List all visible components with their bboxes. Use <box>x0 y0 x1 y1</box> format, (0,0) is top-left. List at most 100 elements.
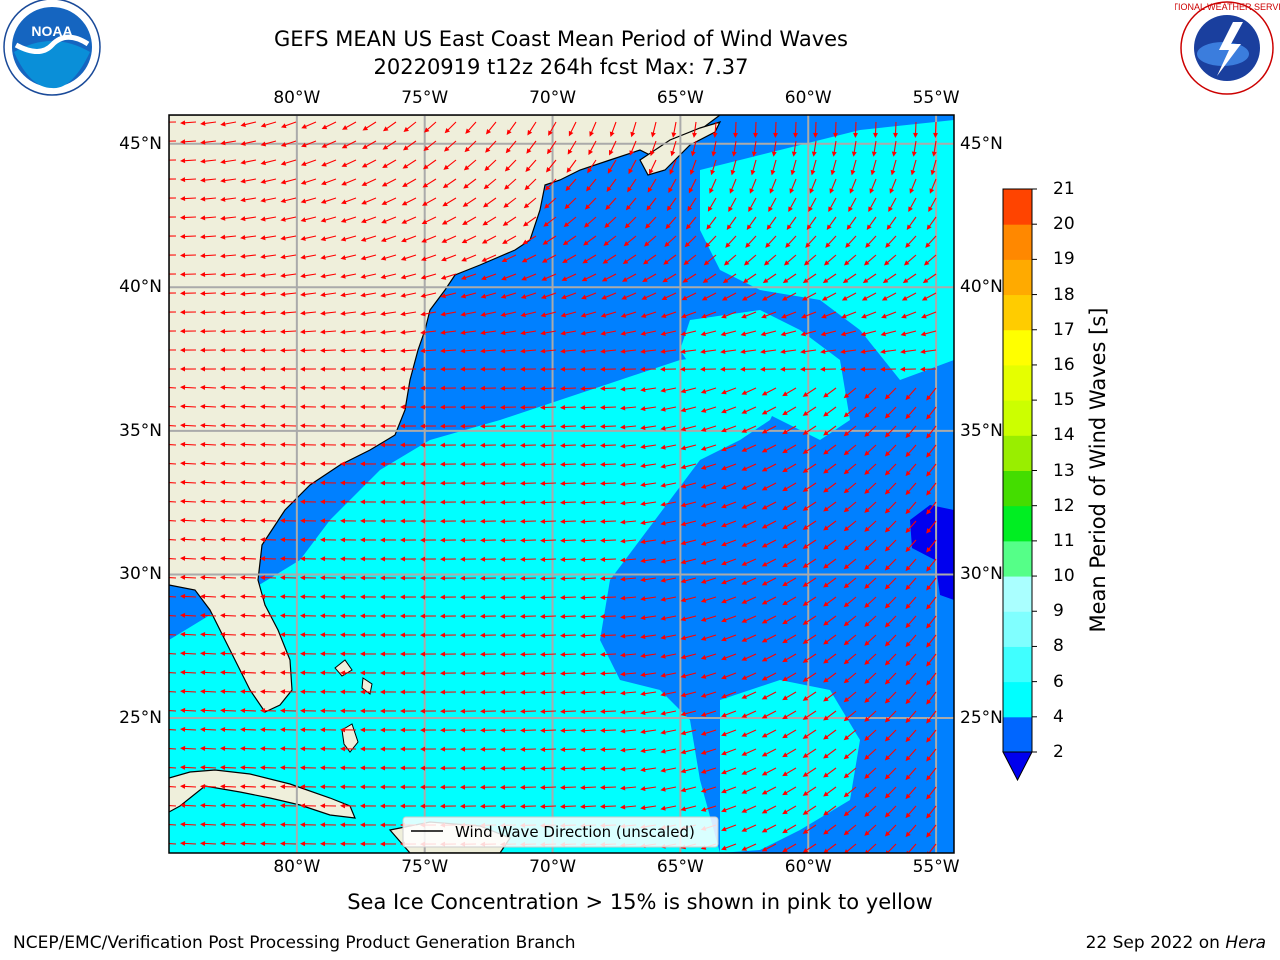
wave-direction-arrowhead <box>580 348 586 354</box>
wave-direction-arrowhead <box>600 803 606 809</box>
wave-direction-arrowhead <box>821 313 827 319</box>
wave-direction-arrowhead <box>500 575 506 581</box>
wave-direction-arrowhead <box>420 575 426 581</box>
wave-direction-arrowhead <box>260 329 266 335</box>
wave-direction-arrowhead <box>160 272 165 277</box>
wave-direction-arrow <box>784 558 797 567</box>
wave-direction-arrowhead <box>864 811 870 817</box>
wave-direction-arrow <box>825 729 837 739</box>
wave-direction-arrowhead <box>200 707 206 713</box>
wave-direction-arrowhead <box>400 689 406 695</box>
wave-direction-arrow <box>866 387 877 398</box>
wave-direction-arrowhead <box>240 651 246 657</box>
wave-direction-arrow <box>364 159 377 167</box>
wave-direction-arrow <box>907 824 917 836</box>
wave-direction-arrowhead <box>660 577 666 583</box>
wave-direction-arrow <box>743 691 757 698</box>
wave-direction-arrowhead <box>460 765 466 771</box>
wave-direction-arrowhead <box>180 422 186 428</box>
wave-direction-arrow <box>465 178 477 188</box>
wave-direction-arrowhead <box>563 222 570 228</box>
wave-direction-arrow <box>764 786 777 794</box>
wave-direction-arrowhead <box>721 712 727 718</box>
wave-direction-arrowhead <box>864 507 870 513</box>
wave-direction-arrow <box>683 596 697 601</box>
wave-direction-arrowhead <box>382 126 389 132</box>
wave-direction-arrow <box>886 406 897 417</box>
wave-direction-arrow <box>831 159 837 173</box>
wave-direction-arrowhead <box>380 784 386 790</box>
wave-direction-arrowhead <box>280 310 286 316</box>
wave-direction-arrowhead <box>540 330 546 336</box>
wave-direction-arrowhead <box>500 404 506 410</box>
wave-direction-arrow <box>203 121 217 125</box>
wave-direction-arrow <box>924 273 937 282</box>
wave-direction-arrowhead <box>160 158 165 163</box>
wave-direction-arrow <box>283 292 297 295</box>
wave-direction-arrow <box>825 425 837 435</box>
wave-direction-arrow <box>907 653 917 665</box>
wave-direction-arrow <box>627 197 637 209</box>
wave-direction-arrowhead <box>782 733 788 739</box>
wave-direction-arrow <box>403 235 417 242</box>
wave-direction-arrowhead <box>240 159 246 165</box>
wave-direction-arrowhead <box>420 803 426 809</box>
wave-direction-arrowhead <box>802 638 809 644</box>
wave-direction-arrowhead <box>802 790 809 796</box>
wave-direction-arrow <box>344 121 357 129</box>
wave-direction-arrowhead <box>420 594 426 600</box>
colorbar-segment <box>1003 329 1032 366</box>
wave-direction-arrow <box>667 216 677 228</box>
wave-direction-arrow <box>749 197 757 210</box>
wave-direction-arrowhead <box>260 803 266 809</box>
wave-direction-arrowhead <box>440 727 446 733</box>
wave-direction-arrowhead <box>548 130 553 136</box>
wave-direction-arrowhead <box>926 813 932 819</box>
wave-direction-arrowhead <box>300 765 306 771</box>
colorbar-tick-label: 15 <box>1053 390 1075 411</box>
wave-direction-arrowhead <box>782 657 788 663</box>
wave-direction-arrow <box>323 140 337 147</box>
wave-direction-arrowhead <box>640 653 646 659</box>
wave-direction-arrowhead <box>460 311 466 317</box>
wave-direction-arrowhead <box>600 312 607 318</box>
wave-direction-arrow <box>263 121 277 127</box>
wave-direction-arrow <box>833 140 837 154</box>
wave-direction-arrowhead <box>623 241 630 247</box>
wave-direction-arrowhead <box>320 329 326 335</box>
wave-direction-arrow <box>643 691 657 695</box>
wave-direction-arrow <box>723 444 737 451</box>
wave-direction-arrow <box>503 292 517 298</box>
wave-direction-arrowhead <box>540 613 546 619</box>
wave-direction-arrowhead <box>680 673 687 679</box>
wave-direction-arrowhead <box>460 366 466 372</box>
wave-direction-arrowhead <box>380 822 386 828</box>
wave-direction-arrowhead <box>440 689 446 695</box>
wave-direction-arrow <box>866 824 877 835</box>
wave-direction-arrow <box>866 539 877 550</box>
wave-direction-arrow <box>462 349 477 352</box>
wave-direction-arrow <box>764 406 777 414</box>
sea-ice-note: Sea Ice Concentration > 15% is shown in … <box>347 890 933 914</box>
wave-direction-arrowhead <box>603 240 609 246</box>
wave-direction-arrowhead <box>620 766 626 772</box>
wave-direction-arrow <box>623 748 637 751</box>
wave-direction-arrowhead <box>640 425 646 431</box>
wave-direction-arrowhead <box>745 242 751 248</box>
wave-direction-arrow <box>202 405 217 408</box>
wave-direction-arrow <box>303 178 317 184</box>
wave-direction-arrowhead <box>864 621 870 627</box>
wave-direction-arrowhead <box>240 347 246 353</box>
wave-direction-arrow <box>643 406 657 410</box>
wave-direction-arrowhead <box>260 784 266 790</box>
wave-direction-arrowhead <box>884 508 891 514</box>
wave-direction-arrow <box>567 159 577 171</box>
wave-direction-arrowhead <box>480 311 486 317</box>
wave-direction-arrow <box>863 311 877 318</box>
wave-direction-arrowhead <box>802 733 809 739</box>
wave-direction-arrow <box>582 482 597 485</box>
wave-direction-arrowhead <box>160 499 165 504</box>
wave-direction-arrow <box>845 444 857 454</box>
wave-direction-arrowhead <box>921 313 927 319</box>
wave-direction-arrow <box>629 159 637 172</box>
